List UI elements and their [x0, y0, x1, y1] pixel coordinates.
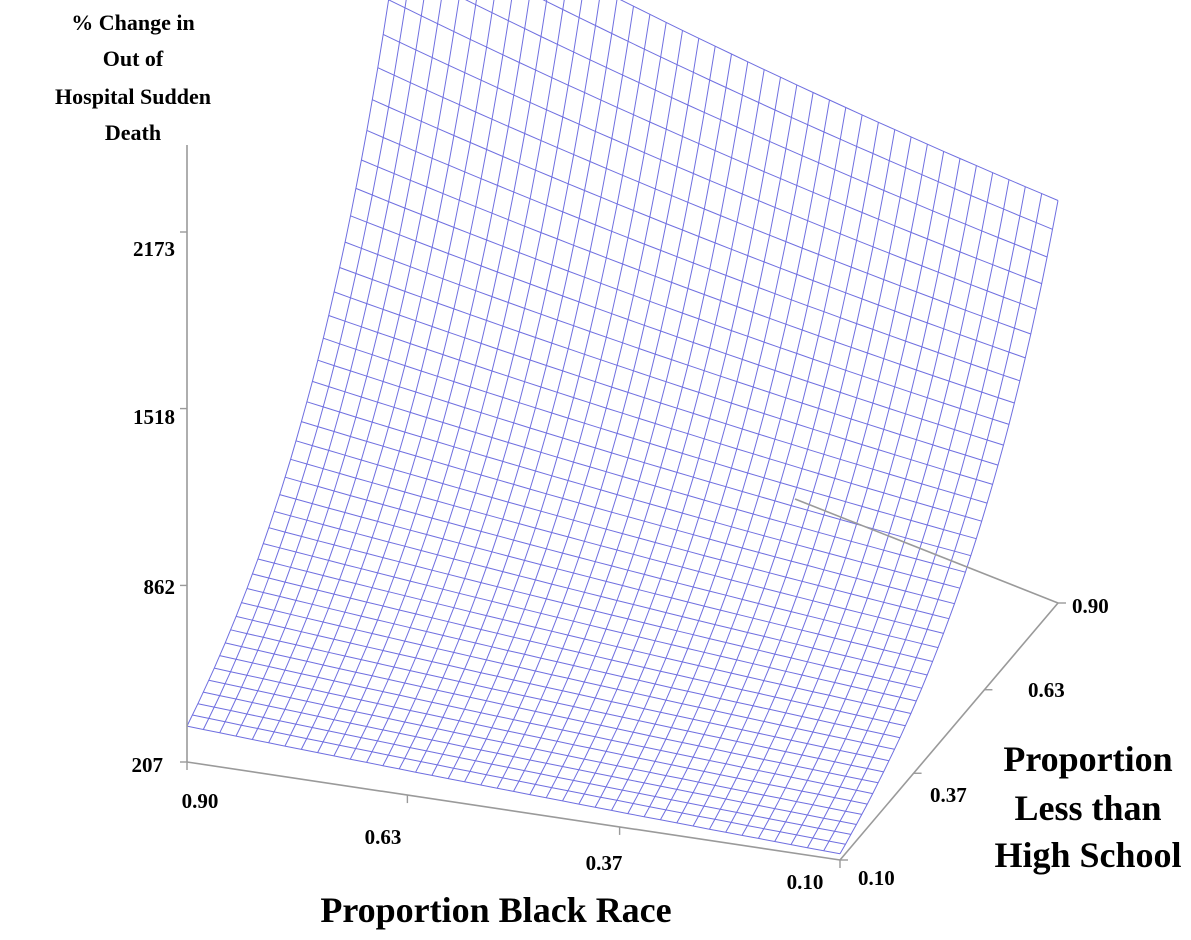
mesh-line-less-than-hs: [372, 99, 1026, 359]
mesh-line-less-than-hs: [388, 0, 1042, 285]
mesh-line-black-race: [692, 136, 912, 827]
z-axis-title-line-3: Hospital Sudden: [55, 84, 211, 109]
mesh-line-black-race: [284, 0, 495, 747]
mesh-line-less-than-hs: [279, 494, 933, 662]
mesh-line-less-than-hs: [366, 129, 1021, 382]
mesh-line-black-race: [529, 61, 749, 795]
mesh-line-less-than-hs: [317, 359, 971, 557]
mesh-line-black-race: [202, 0, 407, 730]
mesh-line-less-than-hs: [344, 241, 999, 466]
mesh-line-less-than-hs: [241, 602, 895, 750]
mesh-line-black-race: [594, 92, 814, 808]
mesh-line-less-than-hs: [290, 458, 944, 634]
z-tick-label: 207: [132, 753, 164, 777]
mesh-line-black-race: [480, 38, 700, 786]
x-tick-label: 0.37: [586, 851, 623, 875]
y-axis-title-line-2: Less than: [1014, 788, 1161, 828]
mesh-line-less-than-hs: [328, 315, 982, 522]
mesh-line-black-race: [235, 0, 442, 737]
mesh-line-less-than-hs: [382, 33, 1037, 310]
mesh-line-black-race: [659, 122, 879, 821]
mesh-line-less-than-hs: [214, 667, 868, 805]
mesh-line-black-race: [382, 0, 600, 766]
mesh-line-black-race: [676, 129, 896, 824]
floor-back-edge: [794, 498, 1059, 604]
mesh-line-less-than-hs: [333, 291, 988, 504]
mesh-line-less-than-hs: [295, 440, 950, 620]
mesh-line-black-race: [611, 99, 830, 811]
mesh-line-less-than-hs: [186, 725, 841, 855]
y-tick-label: 0.10: [858, 866, 895, 890]
mesh-line-less-than-hs: [350, 215, 1004, 446]
mesh-line-less-than-hs: [225, 642, 879, 784]
mesh-line-less-than-hs: [377, 67, 1031, 335]
mesh-line-less-than-hs: [355, 187, 1010, 425]
mesh-line-black-race: [578, 84, 798, 805]
mesh-line-less-than-hs: [274, 510, 928, 676]
x-tick-label: 0.10: [787, 870, 824, 894]
y-tick-label: 0.90: [1072, 594, 1109, 618]
mesh-line-black-race: [562, 77, 781, 802]
x-tick-label: 0.63: [365, 825, 402, 849]
mesh-line-less-than-hs: [619, 0, 1059, 201]
mesh-line-less-than-hs: [306, 401, 961, 589]
mesh-line-less-than-hs: [203, 691, 857, 825]
mesh-line-less-than-hs: [197, 703, 851, 835]
mesh-line-less-than-hs: [361, 159, 1015, 404]
mesh-line-less-than-hs: [339, 267, 993, 485]
mesh-line-black-race: [513, 53, 732, 792]
x-axis-title: Proportion Black Race: [320, 890, 671, 930]
mesh-line-black-race: [725, 151, 945, 833]
mesh-line-less-than-hs: [257, 558, 912, 714]
mesh-line-black-race: [496, 46, 716, 789]
mesh-line-less-than-hs: [465, 0, 1048, 258]
mesh-line-black-race: [317, 0, 530, 753]
mesh-line-less-than-hs: [323, 337, 977, 540]
mesh-line-less-than-hs: [268, 527, 922, 689]
mesh-line-less-than-hs: [230, 629, 884, 773]
mesh-line-black-race: [627, 107, 847, 814]
mesh-line-black-race: [708, 144, 928, 830]
mesh-line-black-race: [741, 158, 961, 836]
mesh-line-black-race: [790, 179, 1010, 845]
mesh-line-black-race: [186, 0, 390, 727]
mesh-line-black-race: [774, 172, 994, 842]
mesh-line-less-than-hs: [208, 679, 862, 815]
axes: [180, 145, 1066, 868]
y-tick-label: 0.63: [1028, 678, 1065, 702]
z-tick-label: 862: [144, 575, 176, 599]
y-axis-line: [839, 602, 1059, 861]
x-tick-label: 0.90: [182, 789, 219, 813]
z-tick-label: 1518: [133, 405, 175, 429]
surface-mesh: [186, 0, 1059, 855]
mesh-line-less-than-hs: [263, 543, 917, 702]
mesh-line-less-than-hs: [301, 421, 955, 605]
y-axis-title-line-3: High School: [994, 835, 1181, 875]
mesh-line-less-than-hs: [235, 615, 890, 762]
mesh-line-less-than-hs: [284, 476, 939, 649]
y-axis-title-line-1: Proportion: [1003, 739, 1172, 779]
mesh-line-black-race: [349, 0, 565, 760]
z-tick-label: 2173: [133, 237, 175, 261]
mesh-line-less-than-hs: [246, 588, 901, 739]
mesh-line-black-race: [300, 0, 513, 750]
mesh-line-less-than-hs: [312, 380, 966, 573]
mesh-line-black-race: [643, 114, 863, 817]
x-axis-line: [186, 761, 841, 861]
z-axis-title-line-2: Out of: [103, 46, 164, 71]
mesh-line-less-than-hs: [252, 573, 906, 727]
mesh-line-less-than-hs: [542, 0, 1053, 230]
z-axis-title-line-4: Death: [105, 120, 161, 145]
mesh-line-black-race: [545, 69, 765, 799]
z-axis-title-line-1: % Change in: [71, 10, 194, 35]
mesh-line-less-than-hs: [219, 655, 873, 795]
mesh-line-less-than-hs: [192, 714, 846, 845]
y-tick-label: 0.37: [930, 783, 967, 807]
